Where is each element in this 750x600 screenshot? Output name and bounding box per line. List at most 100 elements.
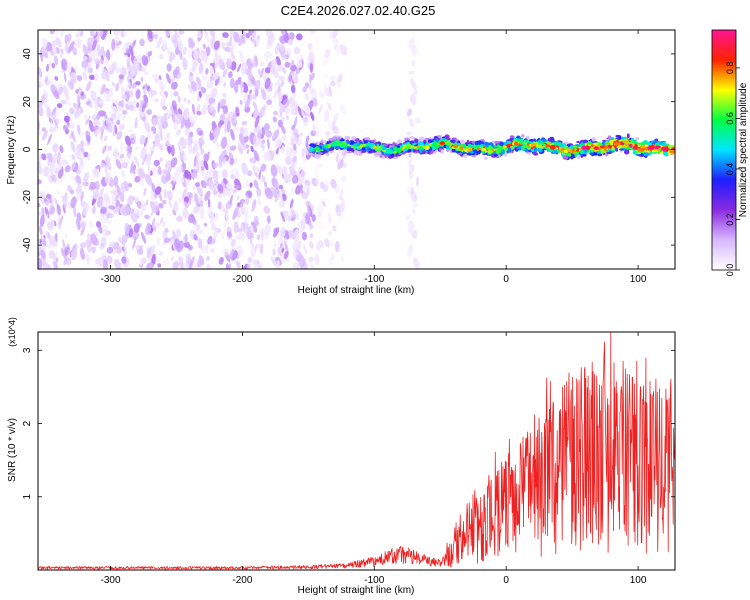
spectrogram-cell xyxy=(103,193,111,205)
spectrogram-cell xyxy=(51,42,57,55)
snr-y-multiplier: (x10^4) xyxy=(7,317,17,347)
spectrogram-cell xyxy=(277,91,283,102)
spectrogram-cell xyxy=(286,30,292,34)
spectrogram-cell xyxy=(247,58,252,69)
spectrogram-cell xyxy=(301,231,308,241)
spectrogram-cell xyxy=(291,72,299,84)
spectrogram-cell xyxy=(240,62,248,75)
spectrogram-cell xyxy=(221,169,228,179)
spectrogram-cell xyxy=(90,90,97,102)
spectrogram-cell xyxy=(172,261,180,269)
spectrogram-cell xyxy=(85,100,91,106)
spectrogram-cell xyxy=(106,246,114,254)
spectrogram-cell xyxy=(180,144,183,152)
spectrogram-cell xyxy=(158,143,164,151)
spectrogram-cell xyxy=(50,163,54,170)
spectrogram-cell xyxy=(593,146,599,150)
spectrogram-cell xyxy=(59,163,63,169)
spectrogram-cell xyxy=(55,30,60,35)
spectrogram-cell xyxy=(364,137,371,141)
spectrogram-cell xyxy=(133,56,140,67)
spectrogram-cell xyxy=(317,220,324,232)
spectrogram-cell xyxy=(424,137,429,141)
spectrogram-cell xyxy=(94,73,100,82)
spectrogram-cell xyxy=(585,145,591,151)
spectrogram-cell xyxy=(45,200,49,206)
spectrogram-cell xyxy=(147,30,153,39)
spectrogram-cell xyxy=(329,150,334,154)
spectrogram-cell xyxy=(193,156,197,167)
spectrogram-cell xyxy=(408,172,414,180)
spectrogram-cell xyxy=(70,248,78,261)
spectrogram-cell xyxy=(165,30,172,36)
spectrogram-cell xyxy=(592,142,599,146)
spectrogram-cell xyxy=(74,153,80,159)
spectrogram-cell xyxy=(241,162,248,175)
spectrogram-cell xyxy=(53,261,59,269)
spectrogram-cell xyxy=(137,244,143,256)
spectrogram-cell xyxy=(474,140,479,146)
spectrogram-cell xyxy=(440,149,444,154)
spectrogram-cell xyxy=(662,151,668,156)
spectrogram-cell xyxy=(261,145,266,151)
spectrogram-cell xyxy=(189,114,193,123)
spectrogram-cell xyxy=(182,138,189,148)
spectrogram-cell xyxy=(648,152,652,155)
spectrogram-cell xyxy=(547,148,552,153)
spectrogram-cell xyxy=(356,140,360,143)
spectrogram-cell xyxy=(200,86,207,94)
spectrogram-cell xyxy=(138,168,145,179)
spectrogram-cell xyxy=(51,196,55,203)
spectrogram-cell xyxy=(339,138,345,142)
spectrogram-cell xyxy=(214,173,219,185)
spectrogram-cell xyxy=(637,144,642,148)
spectrogram-cell xyxy=(83,151,89,158)
spectrogram-cell xyxy=(237,244,244,256)
spectrogram-cell xyxy=(233,221,239,234)
spectrogram-cell xyxy=(46,106,51,119)
spectrogram-cell xyxy=(56,103,63,109)
spectrogram-cell xyxy=(323,109,330,123)
spectrogram-cell xyxy=(251,162,255,167)
spectrogram-cell xyxy=(43,213,49,225)
spectrogram-cell xyxy=(74,66,78,72)
spectrogram-cell xyxy=(225,262,229,269)
spectrogram-cell xyxy=(69,107,75,115)
spectrogram-cell xyxy=(201,75,208,81)
spectrogram-cell xyxy=(659,141,664,145)
spectrogram-cell xyxy=(82,44,88,57)
spectrogram-cell xyxy=(635,136,639,141)
spectrogram-cell xyxy=(59,145,64,154)
spectrogram-cell xyxy=(78,89,82,95)
spectrogram-cell xyxy=(56,204,61,216)
spectrogram-cell xyxy=(295,211,300,221)
spectrogram-cell xyxy=(278,200,286,208)
spectrogram-cell xyxy=(223,82,226,87)
spectrogram-cell xyxy=(241,33,246,45)
spectrogram-cell xyxy=(200,49,208,63)
spectrogram-cell xyxy=(134,121,138,128)
spectrogram-cell xyxy=(60,247,66,258)
spectrogram-x-label: Height of straight line (km) xyxy=(298,285,415,296)
spectrogram-cell xyxy=(239,87,244,92)
spectrogram-cell xyxy=(203,153,209,163)
spectrogram-cell xyxy=(582,139,587,143)
spectrogram-cell xyxy=(299,188,304,194)
spectrogram-cell xyxy=(93,97,100,110)
spectrogram-cell xyxy=(118,30,123,33)
spectrogram-cell xyxy=(139,38,145,47)
spectrogram-cell xyxy=(83,179,87,191)
spectrogram-cell xyxy=(207,198,211,208)
spectrogram-cell xyxy=(145,199,149,206)
spectrogram-cell xyxy=(304,148,309,155)
spectrogram-cell xyxy=(303,184,308,191)
spectrogram-cell xyxy=(121,256,127,264)
spectrogram-cell xyxy=(200,148,205,155)
spectrogram-cell xyxy=(41,153,47,161)
spectrogram-cell xyxy=(641,141,645,146)
spectrogram-cell xyxy=(115,200,120,207)
spectrogram-cell xyxy=(318,91,325,99)
spectrogram-cell xyxy=(327,102,332,111)
spectrogram-cell xyxy=(104,165,108,174)
spectrogram-cell xyxy=(529,139,534,142)
